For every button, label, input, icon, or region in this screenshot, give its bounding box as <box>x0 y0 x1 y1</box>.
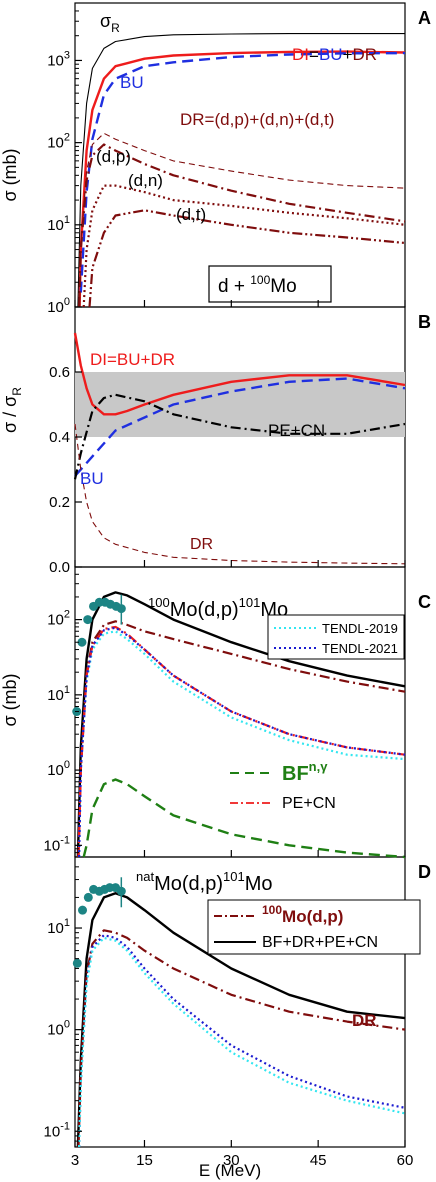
panel-c: C 10-1 100 101 102 100Mo(d,p)101Mo TENDL-20… <box>44 573 431 859</box>
series-di <box>73 332 406 416</box>
series-mo100 <box>77 929 406 1148</box>
legend-tendl2021-text: TENDL-2021 <box>322 641 398 656</box>
y-tick-label: 0.2 <box>49 494 70 511</box>
panel-a-y-ticks: 100 101 102 103 <box>47 10 82 316</box>
d-dr-label: DR <box>352 1011 377 1030</box>
panel-b-y-label: σ / σR <box>0 387 24 433</box>
sigma-r-label: σR <box>100 11 120 35</box>
panel-d: D 10-1 100 101 σ (mb) natMo(d,p)101Mo 100M… <box>0 673 431 1148</box>
panel-c-y-ticks: 10-1 100 101 102 <box>44 573 82 854</box>
y-tick-label: 101 <box>47 684 70 704</box>
y-tick-label: 0.4 <box>49 429 70 446</box>
panel-a: A 100 101 102 103 σ (mb) σR DI=BU+DR BU DR=… <box>0 8 431 316</box>
b-bu-label: BU <box>80 469 104 488</box>
exp-point <box>83 892 93 902</box>
x-tick-label: 3 <box>71 1152 79 1169</box>
legend-mo100-text: 100Mo(d,p) <box>262 903 343 926</box>
series-dp <box>78 143 406 308</box>
panel-c-title: 100Mo(d,p)101Mo <box>148 595 288 621</box>
legend-total-text: BF+DR+PE+CN <box>262 934 378 951</box>
series-total <box>76 591 406 858</box>
exp-point <box>72 958 82 968</box>
panel-cd-y-label: σ (mb) <box>0 673 20 726</box>
exp-point <box>83 615 93 625</box>
panel-b: B 0.00.20.40.6 σ / σR DI=BU+DR PE+CN BU … <box>0 312 431 576</box>
y-tick-label: 101 <box>47 214 70 234</box>
dp-label: (d,p) <box>96 147 131 166</box>
b-di-label: DI=BU+DR <box>90 350 175 369</box>
x-tick-label: 45 <box>310 1152 327 1169</box>
panel-a-curves <box>77 33 406 308</box>
series-bf <box>82 778 406 859</box>
panel-c-legend-box <box>267 614 405 660</box>
dr-sum-label: DR=(d,p)+(d,n)+(d,t) <box>180 110 334 129</box>
exp-point <box>78 905 88 915</box>
panel-b-band <box>75 372 405 437</box>
panel-d-y-ticks: 10-1 100 101 <box>44 866 82 1142</box>
panel-c-curves <box>76 591 406 859</box>
series-di <box>78 50 406 308</box>
panel-d-experimental-points <box>72 877 126 968</box>
y-tick-label: 101 <box>47 917 70 937</box>
y-tick-label: 100 <box>47 759 70 779</box>
exp-point <box>77 637 87 647</box>
grey-band <box>75 372 405 437</box>
y-tick-label: 0.0 <box>49 559 70 576</box>
reaction-label: d + 100Mo <box>218 273 297 297</box>
panel-a-y-label: σ (mb) <box>0 148 20 201</box>
series-bu <box>79 51 406 293</box>
y-tick-label: 10-1 <box>44 834 70 854</box>
y-tick-label: 10-1 <box>44 1120 70 1140</box>
legend-bf-text: BFn,γ <box>282 759 328 785</box>
panel-frame <box>74 856 406 1148</box>
series-dn <box>82 184 406 308</box>
series-dr <box>74 423 406 565</box>
panel-d-legend-box <box>207 899 421 955</box>
panel-d-title: natMo(d,p)101Mo <box>136 869 272 895</box>
series-pecn <box>77 625 406 858</box>
x-tick-label: 60 <box>397 1152 414 1169</box>
dn-label: (d,n) <box>128 171 163 190</box>
x-axis: 3 15 30 45 60 <box>71 300 414 1169</box>
bu-label: BU <box>120 73 144 92</box>
x-tick-label: 30 <box>223 1152 240 1169</box>
series-pecn <box>73 393 406 480</box>
series-sigmar <box>77 33 405 308</box>
series-t2021 <box>78 934 406 1148</box>
reaction-box <box>208 265 332 303</box>
panel-letter-d: D <box>418 862 431 882</box>
y-tick-label: 0.6 <box>49 364 70 381</box>
x-axis-label: E (MeV) <box>199 1161 261 1180</box>
series-t2021 <box>78 626 406 858</box>
series-total <box>76 892 406 1148</box>
panel-letter-a: A <box>418 8 431 28</box>
series-t2019 <box>78 630 406 858</box>
di-bu-dr-label: DI=BU+DR <box>292 45 377 64</box>
series-t2019 <box>78 936 406 1148</box>
series-bu <box>74 377 406 477</box>
panel-b-curves <box>73 332 406 565</box>
panel-frames <box>74 2 406 1148</box>
panel-b-y-ticks: 0.0 0.2 0.4 0.6 <box>49 364 82 576</box>
legend-pecn-text: PE+CN <box>282 795 336 812</box>
panel-letter-b: B <box>418 312 431 332</box>
x-tick-label: 15 <box>136 1152 153 1169</box>
panel-letter-c: C <box>418 592 431 612</box>
b-pecn-label: PE+CN <box>268 421 325 440</box>
legend-tendl2019-text: TENDL-2019 <box>322 621 398 636</box>
series-dt <box>88 209 406 308</box>
panel-d-curves <box>76 892 406 1148</box>
y-tick-label: 102 <box>47 609 70 629</box>
y-tick-label: 103 <box>47 49 70 69</box>
y-tick-label: 100 <box>47 1019 70 1039</box>
y-tick-label: 102 <box>47 132 70 152</box>
panel-c-experimental-points <box>72 594 126 717</box>
b-dr-label: DR <box>190 536 213 553</box>
dt-label: (d,t) <box>176 205 206 224</box>
y-tick-label: 100 <box>47 296 70 316</box>
